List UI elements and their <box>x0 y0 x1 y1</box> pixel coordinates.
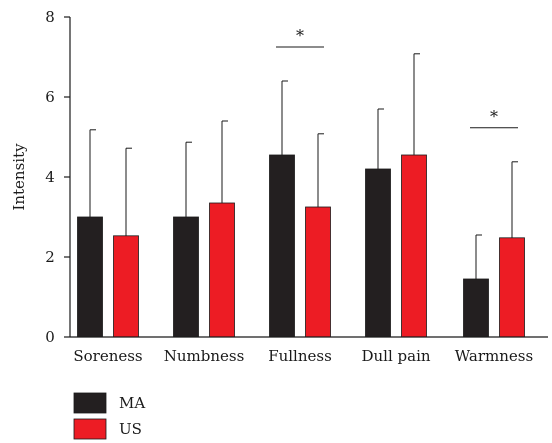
category-label: Soreness <box>73 347 142 365</box>
y-axis-title: Intensity <box>10 143 28 211</box>
category-label: Dull pain <box>361 347 430 365</box>
bar-us <box>401 154 427 338</box>
legend-label-us: US <box>119 420 142 438</box>
y-tick-label: 6 <box>45 88 55 106</box>
y-tick-label: 0 <box>45 328 55 346</box>
legend-swatch-ma <box>73 392 107 414</box>
plot-area: ** <box>77 26 525 338</box>
bar-ma <box>463 278 489 338</box>
bar-us <box>305 206 331 338</box>
bar-ma <box>365 168 391 338</box>
legend-label-ma: MA <box>119 394 145 412</box>
significance-star: * <box>296 26 304 45</box>
significance-star: * <box>490 107 498 126</box>
bar-ma <box>269 154 295 338</box>
legend: MA US <box>73 392 145 440</box>
bar-us <box>113 235 139 338</box>
y-tick-label: 8 <box>45 8 55 26</box>
y-tick-label: 4 <box>45 168 55 186</box>
bar-ma <box>77 216 103 338</box>
category-label: Fullness <box>268 347 332 365</box>
category-label: Warmness <box>455 347 533 365</box>
y-tick-label: 2 <box>45 248 55 266</box>
bar-ma <box>173 216 199 338</box>
axes: 0 2 4 6 8 Intensity Soreness Numbness Fullness Du… <box>10 8 548 365</box>
bar-us <box>499 237 525 338</box>
bar-us <box>209 202 235 338</box>
category-label: Numbness <box>164 347 245 365</box>
legend-swatch-us <box>73 418 107 440</box>
